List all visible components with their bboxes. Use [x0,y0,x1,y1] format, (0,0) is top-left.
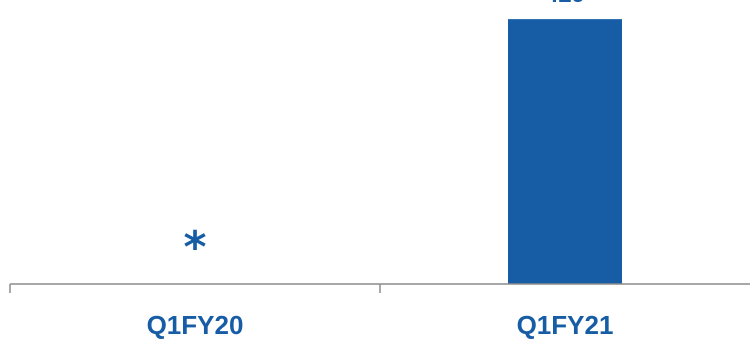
plot-area: * 429 [183,0,622,284]
x-tick-label: Q1FY20 [147,310,244,340]
data-label: 429 [545,0,585,8]
x-axis-ticks [9,284,381,293]
data-label-marker: * [183,222,206,273]
bar [508,19,622,284]
x-axis-tick-labels: Q1FY20 Q1FY21 [147,310,614,340]
x-tick-label: Q1FY21 [517,310,614,340]
